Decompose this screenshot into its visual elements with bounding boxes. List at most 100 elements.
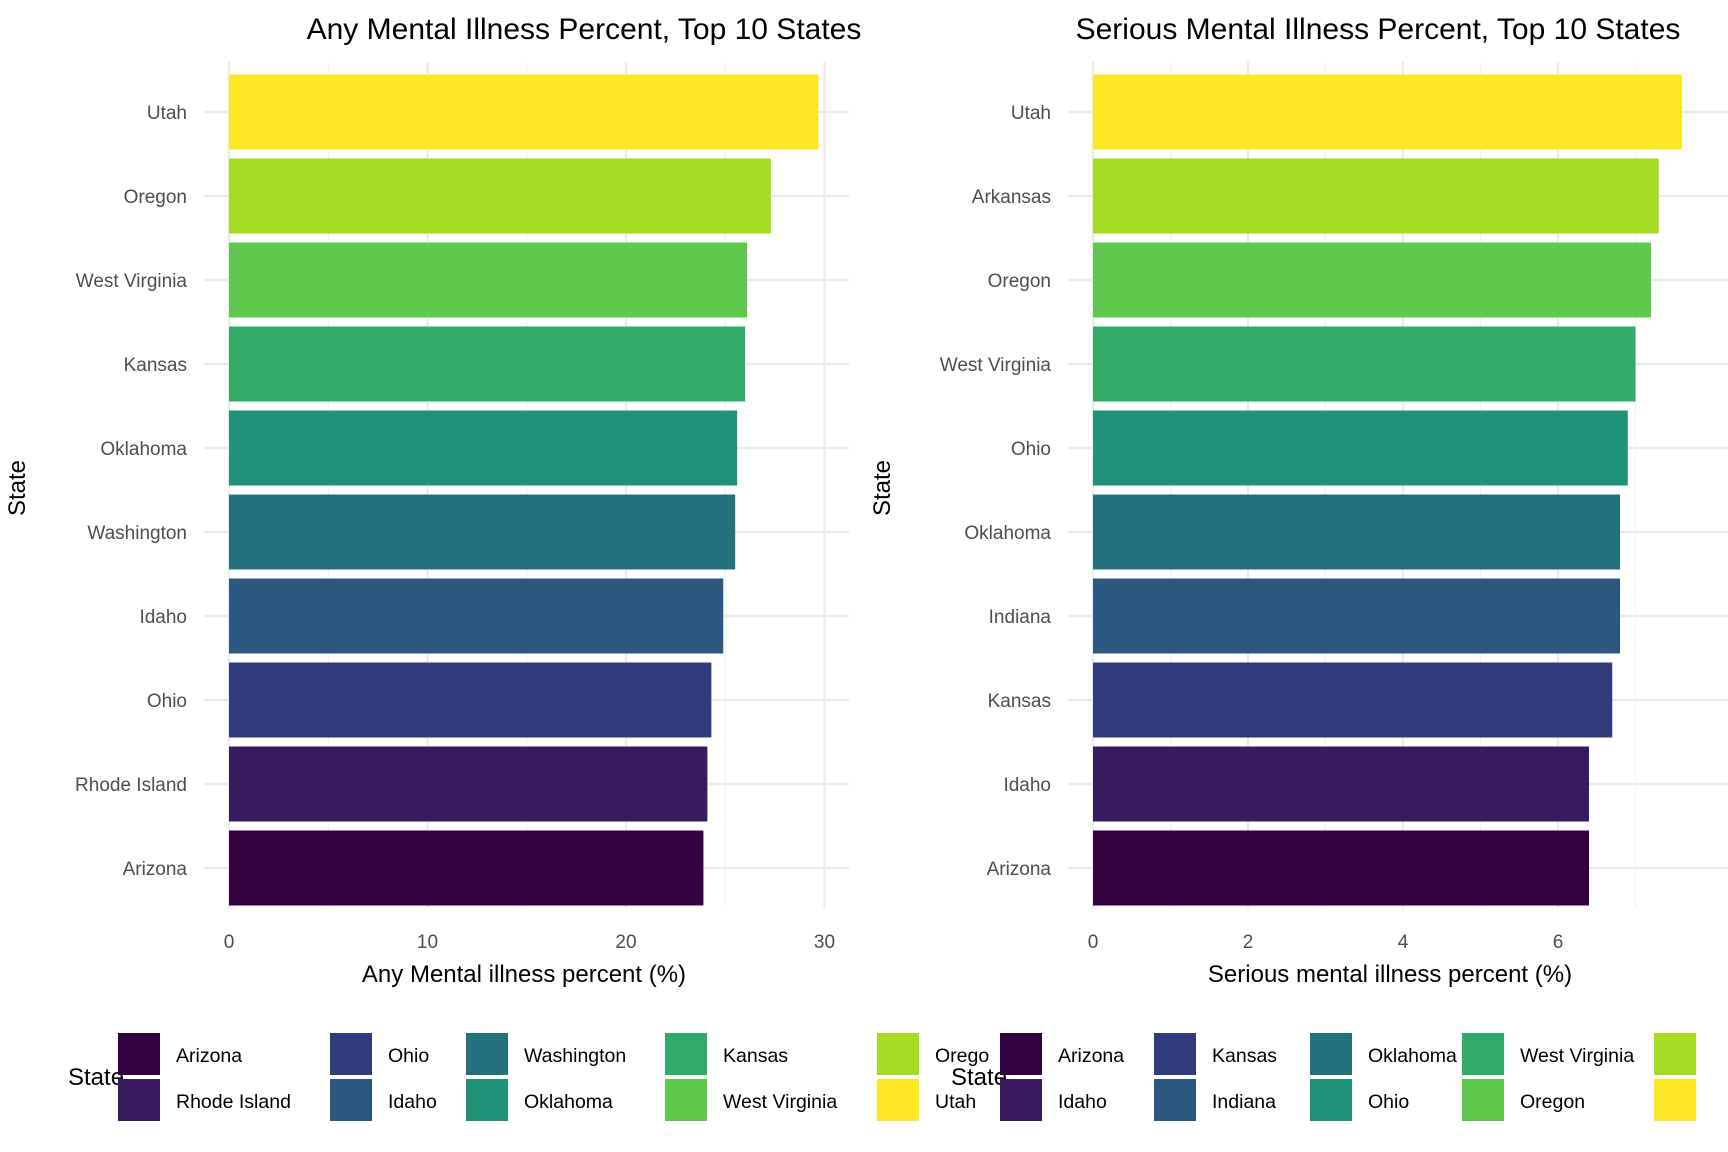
y-tick-label: Oklahoma: [964, 523, 1051, 544]
bar-kansas: [1093, 662, 1613, 738]
bar-west-virginia: [229, 242, 748, 318]
legend-label: Orego: [935, 1045, 989, 1067]
bar-kansas: [229, 326, 746, 402]
legend-swatch: [466, 1079, 508, 1121]
legend-swatch: [330, 1079, 372, 1121]
y-tick-label: Utah: [1011, 103, 1051, 124]
bar-west-virginia: [1093, 326, 1636, 402]
x-tick-label: 0: [224, 932, 235, 953]
y-tick-label: West Virginia: [940, 355, 1052, 376]
y-tick-label: Oregon: [124, 187, 187, 208]
legend-item: Indiana: [1154, 1079, 1276, 1121]
legend-label: Kansas: [1212, 1045, 1277, 1067]
legend-title: State: [68, 1064, 124, 1091]
chart-panel-1: Utah Oregon West Virginia Kansas Oklahoma Was…: [4, 13, 989, 1121]
legend: State Arizona Idaho Kansas Indiana Oklahoma Oh…: [951, 1033, 1696, 1121]
legend-label: Washington: [524, 1045, 626, 1067]
legend-label: Oregon: [1520, 1091, 1585, 1113]
chart-title: Serious Mental Illness Percent, Top 10 S…: [1076, 13, 1681, 46]
legend-item: Arizona: [118, 1033, 242, 1075]
y-tick-label: Kansas: [124, 355, 187, 376]
legend: State Arizona Rhode Island Ohio Idaho Washing…: [68, 1033, 989, 1121]
legend-swatch: [1000, 1033, 1042, 1075]
legend-item: Oklahoma: [1310, 1033, 1457, 1075]
bar-rhode-island: [229, 746, 708, 822]
legend-label: Utah: [935, 1091, 976, 1113]
legend-swatch: [330, 1033, 372, 1075]
bar-utah: [1093, 74, 1682, 150]
legend-swatch: [1310, 1033, 1352, 1075]
legend-label: West Virginia: [1520, 1045, 1634, 1067]
x-tick-label: 20: [615, 932, 636, 953]
bar-oklahoma: [1093, 494, 1620, 570]
y-tick-label: Kansas: [988, 691, 1051, 712]
legend-swatch: [877, 1033, 919, 1075]
bar-arkansas: [1093, 158, 1659, 234]
bar-washington: [229, 494, 736, 570]
y-tick-label: Arkansas: [972, 187, 1051, 208]
y-tick-label: Washington: [87, 523, 187, 544]
legend-swatch: [1462, 1079, 1504, 1121]
y-tick-label: West Virginia: [76, 271, 188, 292]
x-tick-label: 0: [1088, 932, 1099, 953]
y-tick-label: Rhode Island: [75, 775, 187, 796]
y-tick-label: Ohio: [1011, 439, 1051, 460]
legend-item: Idaho: [330, 1079, 437, 1121]
y-tick-label: Idaho: [139, 607, 187, 628]
legend-label: Arizona: [1058, 1045, 1124, 1067]
y-tick-label: Ohio: [147, 691, 187, 712]
legend-label: Rhode Island: [176, 1091, 291, 1113]
legend-label: Ohio: [1368, 1091, 1409, 1113]
legend-swatch: [1154, 1079, 1196, 1121]
bar-oklahoma: [229, 410, 738, 486]
legend-label: Oklahoma: [524, 1091, 613, 1113]
legend-item: Idaho: [1000, 1079, 1107, 1121]
legend-label: Indiana: [1212, 1091, 1276, 1113]
x-tick-label: 2: [1243, 932, 1254, 953]
y-tick-label: Arizona: [123, 859, 188, 880]
legend-swatch: [665, 1079, 707, 1121]
legend-swatch: [1310, 1079, 1352, 1121]
y-axis-title: State: [4, 460, 31, 516]
chart-title: Any Mental Illness Percent, Top 10 State…: [307, 13, 862, 46]
legend-item: Kansas: [665, 1033, 788, 1075]
x-tick-label: 6: [1553, 932, 1564, 953]
legend-swatch: [1154, 1033, 1196, 1075]
legend-swatch: [466, 1033, 508, 1075]
legend-item: Oklahoma: [466, 1079, 613, 1121]
bar-arizona: [1093, 830, 1589, 906]
legend-swatch: [1654, 1079, 1696, 1121]
legend-item: West Virginia: [1462, 1033, 1634, 1075]
y-tick-label: Oregon: [988, 271, 1051, 292]
legend-swatch: [118, 1033, 160, 1075]
x-axis-title: Serious mental illness percent (%): [1208, 961, 1572, 988]
bar-idaho: [1093, 746, 1589, 822]
x-tick-label: 10: [417, 932, 438, 953]
legend-label: Idaho: [1058, 1091, 1107, 1113]
x-tick-label: 4: [1398, 932, 1409, 953]
bar-utah: [229, 74, 819, 150]
legend-item: Rhode Island: [118, 1079, 291, 1121]
legend-title: State: [951, 1064, 1007, 1091]
y-tick-label: Utah: [147, 103, 187, 124]
legend-item: [1654, 1079, 1696, 1121]
legend-item: Oregon: [1462, 1079, 1585, 1121]
legend-label: Kansas: [723, 1045, 788, 1067]
bar-idaho: [229, 578, 724, 654]
y-axis-title: State: [869, 460, 896, 516]
bar-arizona: [229, 830, 704, 906]
legend-item: Kansas: [1154, 1033, 1277, 1075]
y-tick-label: Indiana: [989, 607, 1052, 628]
legend-label: West Virginia: [723, 1091, 837, 1113]
x-tick-label: 30: [814, 932, 835, 953]
legend-item: West Virginia: [665, 1079, 837, 1121]
chart-panel-2: Utah Arkansas Oregon West Virginia Ohio Oklah…: [869, 13, 1728, 1121]
legend-swatch: [1462, 1033, 1504, 1075]
y-tick-label: Oklahoma: [100, 439, 187, 460]
legend-swatch: [1000, 1079, 1042, 1121]
legend-label: Arizona: [176, 1045, 242, 1067]
bar-oregon: [229, 158, 771, 234]
legend-item: Utah: [877, 1079, 976, 1121]
y-tick-label: Idaho: [1003, 775, 1051, 796]
